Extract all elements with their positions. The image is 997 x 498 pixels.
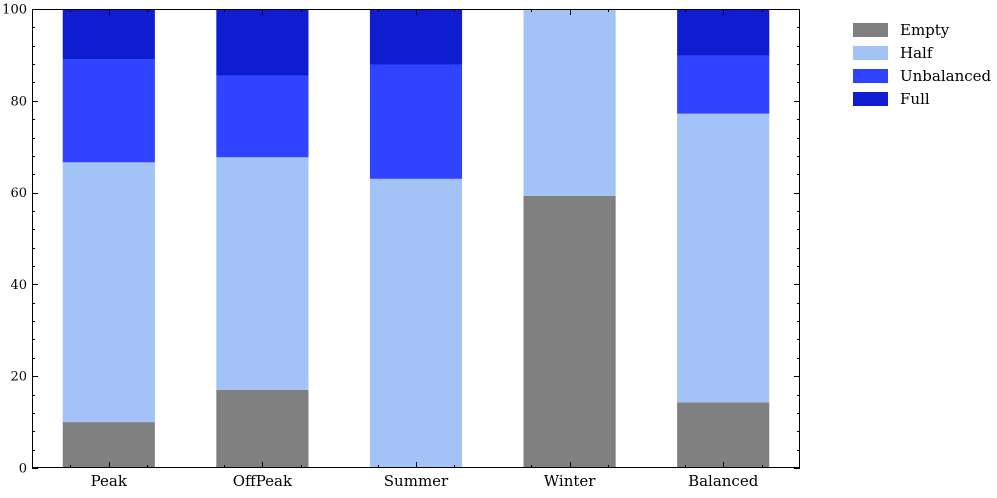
bar-summer-full: [369, 9, 463, 65]
bar-balanced-unbalanced: [677, 55, 770, 114]
y-tick-label: 20: [10, 370, 27, 385]
bar-balanced-half: [677, 113, 770, 403]
legend-label-unbalanced: Unbalanced: [900, 67, 992, 85]
bar-balanced-full: [677, 9, 770, 56]
bar-offpeak-unbalanced: [216, 75, 309, 158]
legend: Empty Half Unbalanced Full: [853, 21, 992, 108]
y-tick-label: 60: [10, 186, 27, 201]
bar-peak-unbalanced: [62, 59, 155, 163]
bar-peak-empty: [62, 422, 155, 468]
y-tick-label: 40: [10, 278, 27, 293]
y-tick-label: 0: [19, 462, 27, 477]
y-tick-label: 100: [2, 3, 27, 18]
x-category-label: Peak: [91, 472, 128, 490]
legend-swatch-full: [853, 92, 888, 106]
ticks-layer: 0 20 40 60 80 100 Peak OffPeak Summer Winter Balan…: [2, 3, 800, 490]
bar-summer-half: [369, 178, 463, 468]
bar-offpeak-full: [216, 9, 309, 76]
bar-offpeak-half: [216, 157, 309, 390]
bar-offpeak-empty: [216, 389, 309, 468]
bar-winter-half: [523, 9, 616, 196]
x-category-label: OffPeak: [233, 472, 293, 490]
bar-balanced-empty: [677, 402, 770, 468]
bar-peak-half: [62, 162, 155, 423]
x-category-label: Balanced: [688, 472, 759, 490]
legend-swatch-empty: [853, 23, 888, 37]
x-category-label: Winter: [544, 472, 597, 490]
legend-label-half: Half: [900, 44, 934, 62]
legend-swatch-half: [853, 46, 888, 60]
legend-swatch-unbalanced: [853, 69, 888, 83]
bar-summer-unbalanced: [369, 64, 463, 179]
y-tick-label: 80: [10, 94, 27, 109]
bars-layer: [62, 9, 770, 469]
bar-peak-full: [62, 9, 155, 60]
legend-label-empty: Empty: [900, 21, 950, 39]
bar-winter-empty: [523, 195, 616, 469]
legend-label-full: Full: [900, 90, 930, 108]
x-category-label: Summer: [384, 472, 449, 490]
